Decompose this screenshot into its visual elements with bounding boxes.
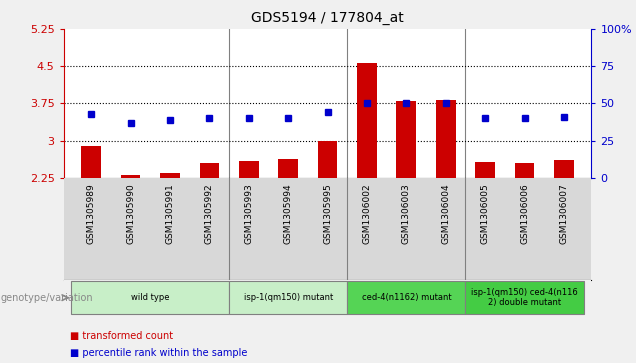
Text: GSM1305991: GSM1305991	[165, 183, 174, 244]
Title: GDS5194 / 177804_at: GDS5194 / 177804_at	[251, 11, 404, 25]
Bar	[436, 100, 455, 178]
Bar	[318, 140, 337, 178]
Bar	[200, 163, 219, 178]
Bar	[160, 173, 180, 178]
Text: genotype/variation: genotype/variation	[1, 293, 93, 303]
Bar	[466, 281, 584, 314]
Text: GSM1306006: GSM1306006	[520, 183, 529, 244]
Text: ■ percentile rank within the sample: ■ percentile rank within the sample	[70, 347, 247, 358]
Bar	[357, 63, 377, 178]
Text: ced-4(n1162) mutant: ced-4(n1162) mutant	[361, 293, 451, 302]
Text: GSM1306003: GSM1306003	[402, 183, 411, 244]
Bar	[475, 162, 495, 178]
Text: GSM1305990: GSM1305990	[126, 183, 135, 244]
Text: GSM1305992: GSM1305992	[205, 183, 214, 244]
Text: GSM1306004: GSM1306004	[441, 183, 450, 244]
Bar	[347, 281, 466, 314]
Bar	[81, 146, 101, 178]
Bar	[239, 160, 259, 178]
Bar	[121, 175, 141, 178]
Text: GSM1306007: GSM1306007	[560, 183, 569, 244]
Text: GSM1305989: GSM1305989	[86, 183, 95, 244]
Text: isp-1(qm150) mutant: isp-1(qm150) mutant	[244, 293, 333, 302]
Text: isp-1(qm150) ced-4(n116
2) double mutant: isp-1(qm150) ced-4(n116 2) double mutant	[471, 288, 578, 307]
Text: GSM1305995: GSM1305995	[323, 183, 332, 244]
Bar	[554, 159, 574, 178]
Bar	[229, 281, 347, 314]
Bar	[279, 159, 298, 178]
Text: GSM1306002: GSM1306002	[363, 183, 371, 244]
Text: GSM1306005: GSM1306005	[481, 183, 490, 244]
Text: GSM1305993: GSM1305993	[244, 183, 253, 244]
Text: ■ transformed count: ■ transformed count	[70, 331, 173, 341]
Bar	[396, 101, 416, 178]
Text: GSM1305994: GSM1305994	[284, 183, 293, 244]
Text: wild type: wild type	[131, 293, 170, 302]
Bar	[71, 281, 229, 314]
Bar	[515, 163, 534, 178]
